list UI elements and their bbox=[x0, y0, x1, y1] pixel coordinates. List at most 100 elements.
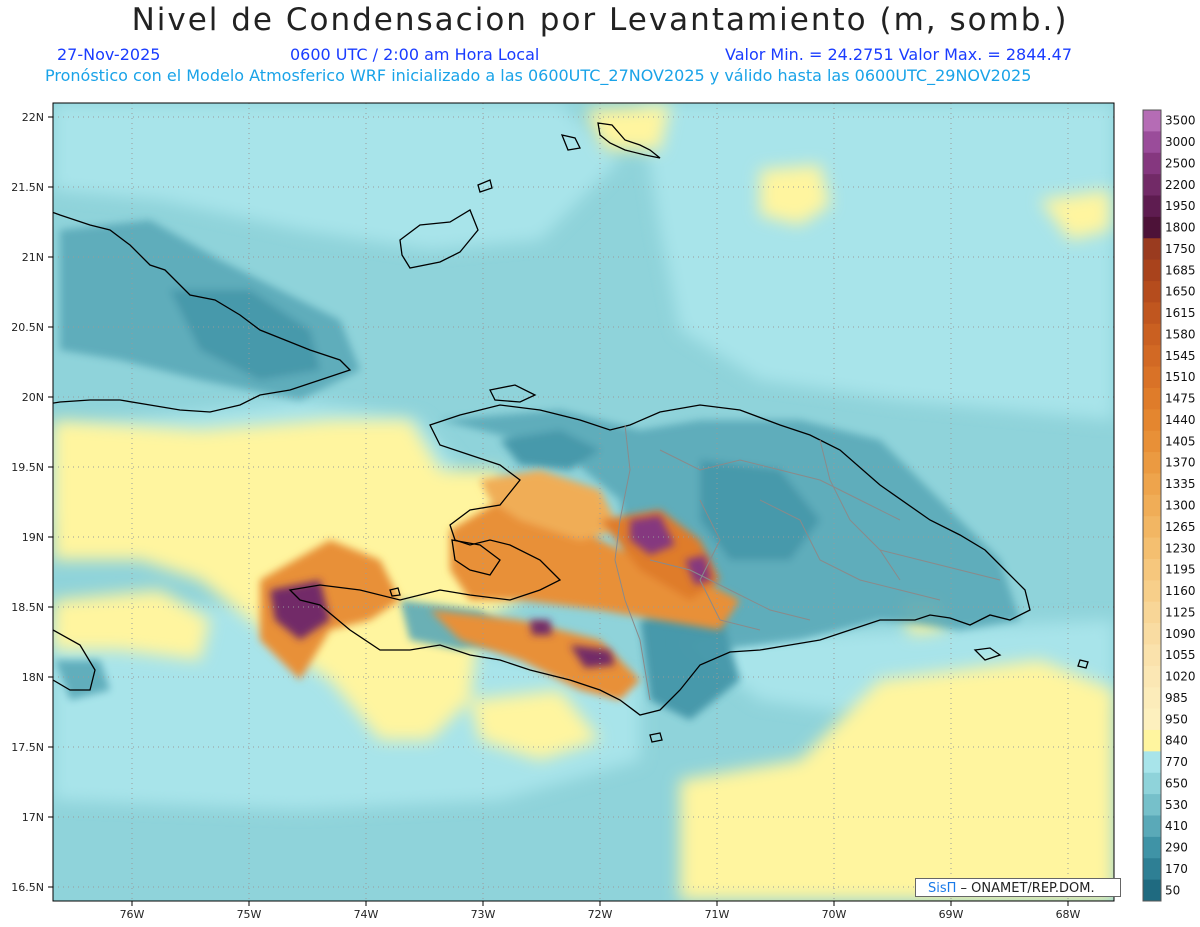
colorbar-label: 1160 bbox=[1165, 584, 1196, 598]
colorbar-label: 1580 bbox=[1165, 327, 1196, 341]
colorbar-swatch bbox=[1143, 772, 1161, 795]
forecast-time: 0600 UTC / 2:00 am Hora Local bbox=[290, 45, 540, 64]
colorbar-label: 1685 bbox=[1165, 263, 1196, 277]
forecast-date: 27-Nov-2025 bbox=[57, 45, 161, 64]
lon-label: 71W bbox=[705, 908, 730, 921]
coastlines bbox=[53, 122, 1089, 743]
lat-label: 19.5N bbox=[11, 461, 44, 474]
colorbar-label: 1335 bbox=[1165, 477, 1196, 491]
lon-label: 74W bbox=[354, 908, 379, 921]
credit-box: SisΠ – ONAMET/REP.DOM. bbox=[915, 878, 1121, 897]
colorbar-frame bbox=[1142, 109, 1162, 902]
credit-text: – ONAMET/REP.DOM. bbox=[956, 881, 1095, 896]
colorbar-swatch bbox=[1143, 366, 1161, 389]
colorbar-label: 1020 bbox=[1165, 670, 1196, 684]
colorbar-swatch bbox=[1143, 494, 1161, 517]
graticule bbox=[53, 103, 1114, 901]
colorbar-swatch bbox=[1143, 195, 1161, 218]
colorbar-label: 950 bbox=[1165, 712, 1188, 726]
lat-label: 18N bbox=[22, 671, 44, 684]
colorbar-label: 1090 bbox=[1165, 627, 1196, 641]
map-frame bbox=[52, 102, 1115, 902]
min-max-values: Valor Min. = 24.2751 Valor Max. = 2844.4… bbox=[725, 45, 1073, 64]
sispi-logo: SisΠ bbox=[928, 881, 957, 896]
colorbar-swatch bbox=[1143, 281, 1161, 303]
colorbar-swatch bbox=[1143, 644, 1161, 667]
colorbar-label: 1370 bbox=[1165, 456, 1196, 470]
colorbar-swatch bbox=[1143, 302, 1161, 325]
colorbar: 3500 3000 2500 2200 1950 1800 1750 1685 1650 1615… bbox=[1142, 109, 1196, 902]
colorbar-swatch bbox=[1143, 858, 1161, 881]
colorbar-label: 530 bbox=[1165, 798, 1188, 812]
colorbar-label: 840 bbox=[1165, 734, 1188, 748]
colorbar-swatch bbox=[1143, 345, 1161, 368]
lon-label: 68W bbox=[1056, 908, 1081, 921]
colorbar-label: 2500 bbox=[1165, 156, 1196, 170]
colorbar-swatch bbox=[1143, 558, 1161, 581]
lon-label: 69W bbox=[939, 908, 964, 921]
colorbar-label: 1950 bbox=[1165, 199, 1196, 213]
colorbar-label: 3000 bbox=[1165, 135, 1196, 149]
colorbar-swatch bbox=[1143, 238, 1161, 261]
colorbar-label: 1615 bbox=[1165, 306, 1196, 320]
colorbar-swatch bbox=[1143, 751, 1161, 774]
colorbar-label: 2200 bbox=[1165, 178, 1196, 192]
colorbar-label: 50 bbox=[1165, 883, 1180, 897]
lat-label: 19N bbox=[22, 531, 44, 544]
colorbar-label: 1265 bbox=[1165, 520, 1196, 534]
lcl-field bbox=[53, 103, 1114, 901]
colorbar-swatch bbox=[1143, 516, 1161, 539]
colorbar-label: 770 bbox=[1165, 755, 1188, 769]
lat-label: 20N bbox=[22, 391, 44, 404]
colorbar-swatch bbox=[1143, 794, 1161, 816]
colorbar-label: 1650 bbox=[1165, 285, 1196, 299]
lat-label: 21N bbox=[22, 251, 44, 264]
lat-label: 20.5N bbox=[11, 321, 44, 334]
colorbar-swatch bbox=[1143, 131, 1161, 154]
colorbar-label: 1230 bbox=[1165, 541, 1196, 555]
lon-label: 76W bbox=[120, 908, 145, 921]
lon-label: 73W bbox=[471, 908, 496, 921]
colorbar-label: 1800 bbox=[1165, 221, 1196, 235]
colorbar-swatch bbox=[1143, 110, 1161, 132]
colorbar-swatch bbox=[1143, 665, 1161, 688]
colorbar-label: 1300 bbox=[1165, 499, 1196, 513]
colorbar-label: 1195 bbox=[1165, 563, 1196, 577]
colorbar-swatch bbox=[1143, 259, 1161, 282]
province-borders bbox=[614, 424, 1001, 701]
colorbar-swatch bbox=[1143, 152, 1161, 175]
lat-label: 18.5N bbox=[11, 601, 44, 614]
lon-label: 75W bbox=[237, 908, 262, 921]
model-info: Pronóstico con el Modelo Atmosferico WRF… bbox=[45, 66, 1032, 85]
colorbar-label: 170 bbox=[1165, 862, 1188, 876]
colorbar-label: 3500 bbox=[1165, 114, 1196, 128]
colorbar-swatch bbox=[1143, 623, 1161, 645]
colorbar-label: 1055 bbox=[1165, 648, 1196, 662]
colorbar-swatch bbox=[1143, 687, 1161, 710]
colorbar-swatch bbox=[1143, 537, 1161, 560]
colorbar-label: 290 bbox=[1165, 841, 1188, 855]
colorbar-swatch bbox=[1143, 409, 1161, 432]
colorbar-swatch bbox=[1143, 216, 1161, 239]
colorbar-swatch bbox=[1143, 601, 1161, 624]
colorbar-swatch bbox=[1143, 387, 1161, 410]
colorbar-label: 1510 bbox=[1165, 370, 1196, 384]
page-title: Nivel de Condensacion por Levantamiento … bbox=[131, 2, 1069, 38]
colorbar-label: 1750 bbox=[1165, 242, 1196, 256]
lat-label: 17.5N bbox=[11, 741, 44, 754]
colorbar-swatch bbox=[1143, 473, 1161, 496]
colorbar-swatch bbox=[1143, 815, 1161, 838]
colorbar-label: 410 bbox=[1165, 819, 1188, 833]
colorbar-swatch bbox=[1143, 729, 1161, 752]
colorbar-swatch bbox=[1143, 430, 1161, 453]
lon-label: 72W bbox=[588, 908, 613, 921]
lon-label: 70W bbox=[822, 908, 847, 921]
lat-label: 21.5N bbox=[11, 181, 44, 194]
lat-label: 22N bbox=[22, 111, 44, 124]
colorbar-label: 1405 bbox=[1165, 434, 1196, 448]
colorbar-swatch bbox=[1143, 836, 1161, 859]
colorbar-swatch bbox=[1143, 708, 1161, 731]
colorbar-label: 650 bbox=[1165, 776, 1188, 790]
colorbar-swatch bbox=[1143, 580, 1161, 603]
